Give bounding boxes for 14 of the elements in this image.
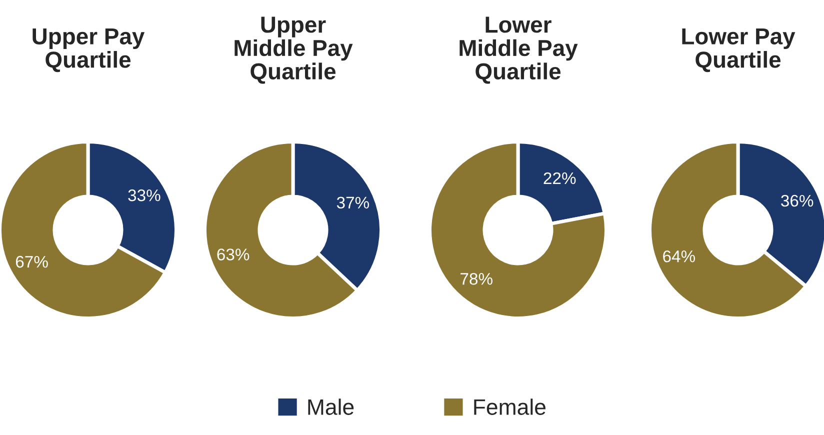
legend-label: Male	[308, 398, 354, 415]
data-label: 64%	[663, 250, 696, 262]
chart-title: Lower Pay Quartile	[682, 28, 796, 72]
data-label: 67%	[16, 256, 48, 268]
data-label: 37%	[336, 196, 370, 209]
data-label: 33%	[128, 189, 160, 202]
chart-title: Upper Middle Pay Quartile	[234, 16, 353, 84]
data-label: 36%	[781, 194, 814, 207]
data-label: 22%	[544, 172, 576, 184]
legend-label: Female	[474, 398, 546, 415]
chart-title: Upper Pay Quartile	[32, 28, 145, 72]
data-label: 63%	[217, 248, 250, 260]
chart-title: Lower Middle Pay Quartile	[460, 16, 578, 84]
data-label: 78%	[460, 272, 492, 285]
